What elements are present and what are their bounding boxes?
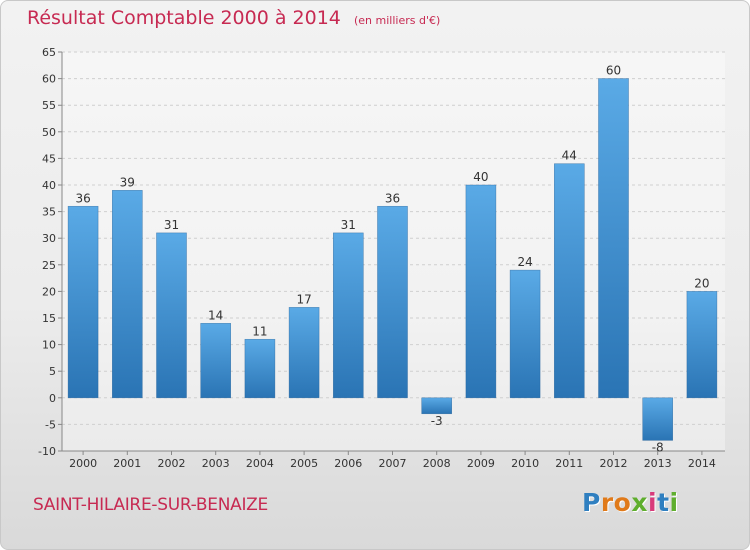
data-label: -8 xyxy=(652,440,664,454)
bar-outline xyxy=(642,397,674,441)
y-tick-label: 30 xyxy=(42,232,56,245)
bar-outline xyxy=(377,205,408,399)
x-tick-label: 2011 xyxy=(555,457,583,470)
y-tick-label: 15 xyxy=(42,312,56,325)
x-tick-label: 2004 xyxy=(246,457,274,470)
bar-outline xyxy=(598,78,629,399)
data-label: 39 xyxy=(120,175,135,189)
proxiti-logo: Proxiti xyxy=(582,488,679,517)
bar-outline xyxy=(553,163,585,399)
bar-2009 xyxy=(465,185,496,398)
x-tick-label: 2009 xyxy=(467,457,495,470)
bar-2003 xyxy=(200,323,231,398)
data-label: 11 xyxy=(252,324,267,338)
bar-2006 xyxy=(333,232,364,398)
y-tick-label: 5 xyxy=(49,365,56,378)
x-tick-label: 2005 xyxy=(290,457,318,470)
y-tick-label: 65 xyxy=(42,46,56,59)
x-tick-label: 2010 xyxy=(511,457,539,470)
y-tick-label: 20 xyxy=(42,285,56,298)
y-tick-label: 0 xyxy=(49,392,56,405)
logo-letter: r xyxy=(600,488,614,517)
bar-outline xyxy=(509,269,541,399)
y-tick-label: 45 xyxy=(42,152,56,165)
bar-outline xyxy=(686,291,718,399)
data-label: 24 xyxy=(517,255,532,269)
y-tick-label: 35 xyxy=(42,206,56,219)
data-label: 31 xyxy=(164,218,179,232)
chart-subtitle: (en milliers d'€) xyxy=(353,14,441,27)
bar-2012 xyxy=(598,78,629,398)
x-tick-label: 2008 xyxy=(423,457,451,470)
bar-outline xyxy=(112,190,143,399)
logo-letter: P xyxy=(582,488,601,517)
y-tick-label: 25 xyxy=(42,259,56,272)
x-tick-label: 2012 xyxy=(600,457,628,470)
data-label: 36 xyxy=(385,191,400,205)
y-tick-label: 40 xyxy=(42,179,56,192)
bar-outline xyxy=(465,184,497,399)
bar-2007 xyxy=(377,206,408,398)
bar-outline xyxy=(200,323,231,399)
x-tick-label: 2002 xyxy=(158,457,186,470)
data-label: 20 xyxy=(694,276,709,290)
logo-letter: t xyxy=(657,488,670,517)
bar-2011 xyxy=(554,163,585,398)
data-label: 60 xyxy=(606,64,621,78)
x-tick-label: 2006 xyxy=(334,457,362,470)
data-label: 14 xyxy=(208,308,223,322)
logo-letter: x xyxy=(631,488,648,517)
title-block: Résultat Comptable 2000 à 2014 (en milli… xyxy=(27,7,440,29)
data-label: 31 xyxy=(341,218,356,232)
x-tick-label: 2014 xyxy=(688,457,716,470)
y-tick-label: -5 xyxy=(45,418,56,431)
y-tick-label: 60 xyxy=(42,73,56,86)
y-tick-label: -10 xyxy=(38,445,56,458)
x-tick-label: 2003 xyxy=(202,457,230,470)
data-label: -3 xyxy=(431,414,443,428)
bar-2010 xyxy=(510,270,541,398)
bar-2013 xyxy=(642,397,673,441)
bar-outline xyxy=(156,232,187,399)
bar-2000 xyxy=(68,206,99,398)
bar-2005 xyxy=(289,307,320,398)
bar-outline xyxy=(288,307,320,399)
y-tick-label: 50 xyxy=(42,126,56,139)
bar-outline xyxy=(67,205,99,399)
commune-name: SAINT-HILAIRE-SUR-BENAIZE xyxy=(33,495,268,515)
y-tick-label: 10 xyxy=(42,339,56,352)
bar-outline xyxy=(244,338,276,399)
logo-letter: i xyxy=(669,488,679,517)
logo-letter: i xyxy=(648,488,658,517)
x-tick-label: 2013 xyxy=(644,457,672,470)
data-label: 40 xyxy=(473,170,488,184)
data-label: 44 xyxy=(562,149,577,163)
bar-outline xyxy=(421,397,453,415)
chart-title: Résultat Comptable 2000 à 2014 xyxy=(27,7,341,29)
bar-2001 xyxy=(112,190,143,398)
x-tick-label: 2000 xyxy=(69,457,97,470)
bar-2004 xyxy=(244,339,275,398)
bar-outline xyxy=(332,232,364,399)
logo-letter: o xyxy=(613,488,632,517)
bar-2008 xyxy=(421,397,452,414)
x-tick-label: 2001 xyxy=(113,457,141,470)
x-tick-label: 2007 xyxy=(379,457,407,470)
data-label: 17 xyxy=(296,292,311,306)
y-tick-label: 55 xyxy=(42,99,56,112)
bar-2002 xyxy=(156,232,187,398)
data-label: 36 xyxy=(75,191,90,205)
bar-2014 xyxy=(686,291,717,398)
